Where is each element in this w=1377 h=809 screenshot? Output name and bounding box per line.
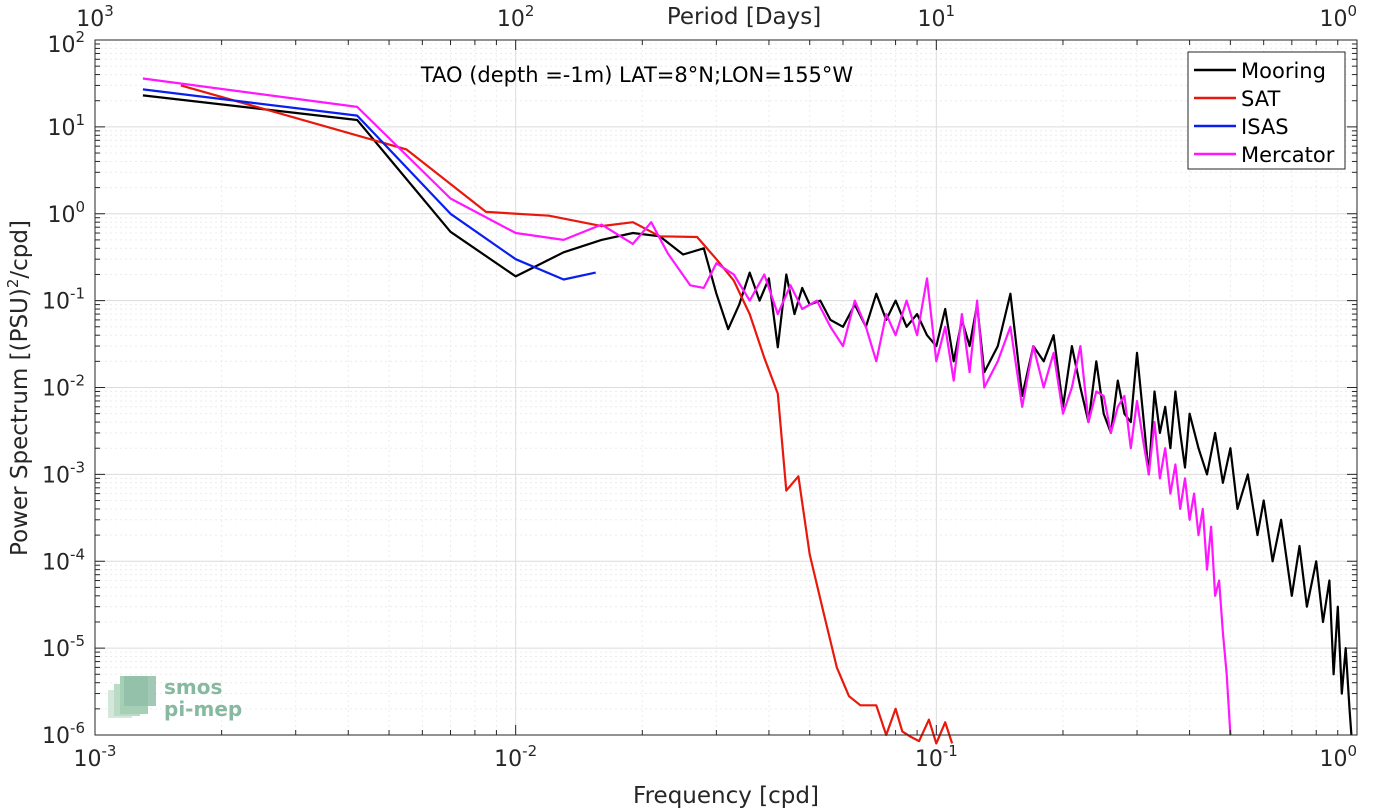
x-tick-label: 10-2	[494, 742, 537, 772]
y-tick-label: 10-5	[42, 632, 85, 662]
legend-box	[1187, 51, 1346, 170]
chart-title: TAO (depth =-1m) LAT=8°N;LON=155°W	[420, 63, 854, 87]
tick-marks	[94, 39, 1358, 736]
smos-pi-mep-logo: smos pi-mep	[108, 675, 242, 721]
y-tick-label: 10-1	[42, 285, 85, 315]
legend: Mooring SAT ISAS Mercator	[1187, 51, 1346, 170]
top-tick-label: 102	[497, 2, 535, 32]
top-tick-label: 100	[1319, 2, 1357, 32]
series-line-mooring	[142, 94, 1353, 736]
legend-label-mooring: Mooring	[1241, 59, 1326, 83]
y-tick-label: 101	[47, 111, 85, 141]
y-tick-label: 10-2	[42, 372, 85, 402]
top-axis-label: Period [Days]	[667, 4, 821, 30]
legend-label-isas: ISAS	[1241, 115, 1289, 139]
y-tick-label: 10-3	[42, 458, 85, 488]
logo-text-smos: smos	[164, 675, 222, 699]
x-tick-label: 10-3	[74, 742, 117, 772]
series-line-mercator	[142, 77, 1232, 736]
logo-text-pi-mep: pi-mep	[164, 697, 242, 721]
y-tick-label: 10-6	[42, 719, 85, 749]
top-tick-label: 103	[76, 2, 114, 32]
series-line-sat	[180, 84, 954, 745]
x-tick-label: 100	[1319, 742, 1357, 772]
series-line-isas	[142, 88, 596, 281]
x-tick-label: 10-1	[915, 742, 958, 772]
legend-label-mercator: Mercator	[1241, 143, 1335, 167]
x-axis-label: Frequency [cpd]	[633, 783, 819, 809]
y-tick-label: 10-4	[42, 545, 85, 575]
top-tick-label: 101	[918, 2, 956, 32]
series-layer	[142, 77, 1353, 745]
y-tick-label: 102	[47, 28, 85, 58]
y-axis-label: Power Spectrum [(PSU)2/cpd]	[4, 220, 33, 556]
y-tick-label: 100	[47, 198, 85, 228]
legend-label-sat: SAT	[1241, 87, 1280, 111]
